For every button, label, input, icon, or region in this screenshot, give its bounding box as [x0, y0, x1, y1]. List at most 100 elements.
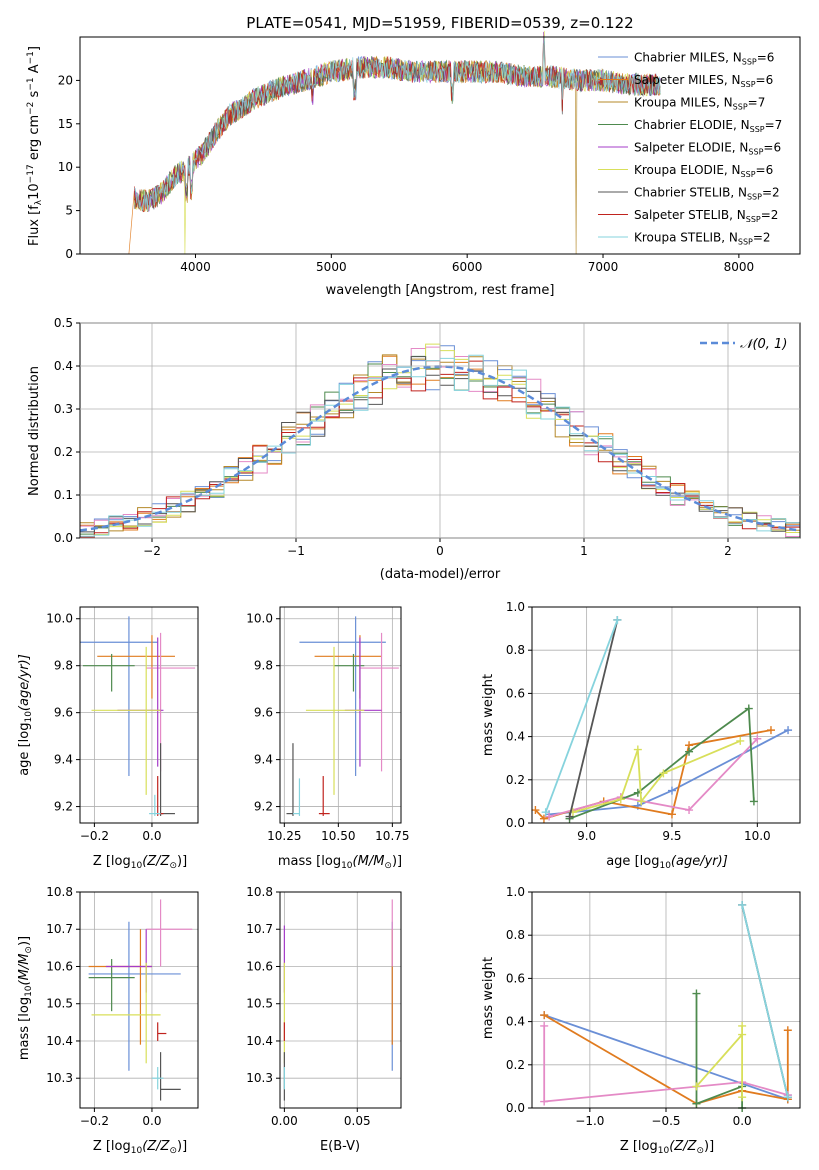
ageZ-frame — [79, 606, 199, 824]
massZ-ytick-label: 10.5 — [46, 997, 73, 1011]
spectrum-ytick-label: 20 — [58, 73, 73, 87]
weightAge-xlabel: age [log10(age/yr)] — [606, 854, 728, 871]
ageMass-xtick-label: 10.50 — [321, 829, 355, 843]
massZ-ytick-label: 10.6 — [46, 959, 73, 973]
panel-mass-vs-ebv: 0.00 0.05 10.3 10.4 10.5 10.6 10.7 10.8 — [246, 885, 402, 1128]
massEBV-ytick-label: 10.4 — [246, 1034, 273, 1048]
spectrum-legend-label-7: Salpeter STELIB, NSSP=2 — [634, 208, 778, 224]
massEBV-ytick-label: 10.5 — [246, 997, 273, 1011]
weightAge-marker — [539, 814, 548, 823]
weightAge-line-2 — [548, 738, 758, 818]
spectrum-legend-label-3: Chabrier ELODIE, NSSP=7 — [634, 118, 782, 134]
panel-weight-vs-age: 9.0 9.5 10.0 0.0 0.2 0.4 0.6 0.8 1.0 — [506, 600, 801, 843]
ageMass-ytick-label: 9.8 — [254, 659, 273, 673]
ageZ-xlabel: Z [log10(Z/Z⊙)] — [93, 854, 187, 871]
legend-name: Kroupa STELIB, N — [634, 231, 738, 245]
weightZ-marker — [692, 1082, 701, 1091]
weightAge-marker — [667, 786, 676, 795]
legend-name: Salpeter STELIB, N — [634, 208, 746, 222]
legend-sub: SSP — [738, 238, 753, 247]
ageMass-ytick-label: 9.4 — [254, 753, 273, 767]
panel-weight-vs-Z: −1.0 −0.5 0.0 0.0 0.2 0.4 0.6 0.8 1.0 — [506, 885, 801, 1128]
weightAge-marker — [736, 736, 745, 745]
weightAge-marker — [541, 808, 550, 817]
residuals-xtick-label: 0 — [436, 544, 444, 558]
weightAge-marker — [667, 810, 676, 819]
legend-n: =6 — [763, 141, 781, 155]
spectrum-xlabel: wavelength [Angstrom, rest frame] — [326, 283, 555, 298]
ageMass-xtick-label: 10.75 — [375, 829, 409, 843]
ageMass-ytick-label: 9.6 — [254, 706, 273, 720]
spectrum-ylabel: Flux [fλ10−17 erg cm−2 s−1 A−1] — [26, 46, 44, 246]
spectrum-line-8 — [134, 36, 661, 212]
weightZ-ytick-label: 0.2 — [506, 1058, 525, 1072]
panel-residuals: −2 −1 0 1 2 0.0 0.1 0.2 0.3 0.4 0.5 (data-model)/e… — [27, 316, 801, 582]
weightZ-xtick-label: 0.0 — [733, 1114, 752, 1128]
massZ-xtick-label: 0.0 — [142, 1114, 161, 1128]
legend-name: Chabrier MILES, N — [634, 51, 742, 65]
spectrum-legend-label-1: Salpeter MILES, NSSP=6 — [634, 73, 773, 89]
spectrum-xtick-label: 8000 — [724, 260, 755, 274]
weightAge-marker — [613, 615, 622, 624]
weightZ-line-3 — [695, 993, 743, 1108]
legend-n: =7 — [765, 118, 783, 132]
weightAge-marker — [749, 797, 758, 806]
panel-mass-vs-Z: −0.2 0.0 10.3 10.4 10.5 10.6 10.7 10.8 — [46, 885, 199, 1128]
spectrum-ytick-label: 10 — [58, 160, 73, 174]
weightZ-marker — [540, 1011, 549, 1020]
legend-name: Salpeter ELODIE, N — [634, 141, 748, 155]
spectrum-xtick-label: 5000 — [316, 260, 347, 274]
weightZ-marker — [783, 1093, 792, 1102]
weightAge-xtick-label: 10.0 — [744, 829, 771, 843]
panel-age-vs-Z: −0.2 0.0 9.2 9.4 9.6 9.8 10.0 — [46, 606, 199, 843]
legend-n: =2 — [762, 186, 780, 200]
weightAge-marker — [565, 812, 574, 821]
spectrum-xtick-label: 4000 — [180, 260, 211, 274]
legend-sub: SSP — [742, 58, 757, 67]
spectrum-legend-label-0: Chabrier MILES, NSSP=6 — [634, 51, 774, 67]
spectrum-legend-label-5: Kroupa ELODIE, NSSP=6 — [634, 163, 773, 179]
massEBV-ytick-label: 10.6 — [246, 959, 273, 973]
weightAge-line-6 — [544, 619, 619, 813]
spectrum-title: PLATE=0541, MJD=51959, FIBERID=0539, z=0… — [246, 14, 633, 32]
massZ-ytick-label: 10.4 — [46, 1034, 73, 1048]
spectrum-legend-label-4: Salpeter ELODIE, NSSP=6 — [634, 141, 781, 157]
ageZ-ytick-label: 9.6 — [54, 706, 73, 720]
ageZ-ytick-label: 9.8 — [54, 659, 73, 673]
residuals-xlabel: (data-model)/error — [380, 567, 501, 582]
panel-spectrum: PLATE=0541, MJD=51959, FIBERID=0539, z=0… — [26, 14, 801, 298]
ageMass-ytick-label: 10.0 — [246, 612, 273, 626]
ageMass-ytick-label: 9.2 — [254, 800, 273, 814]
panel-age-vs-mass: 10.25 10.50 10.75 9.2 9.4 9.6 9.8 10.0 — [246, 606, 410, 843]
residuals-ytick-label: 0.0 — [54, 531, 73, 545]
weightZ-ytick-label: 0.6 — [506, 971, 525, 985]
weightZ-marker — [692, 1099, 701, 1108]
legend-n: =6 — [756, 163, 774, 177]
ageZ-ylabel: age [log10(age/yr)] — [17, 654, 34, 776]
residuals-xtick-label: 1 — [580, 544, 588, 558]
weightAge-marker — [531, 806, 540, 815]
legend-n: =6 — [756, 73, 774, 87]
residuals-legend: 𝒩(0, 1) — [700, 337, 787, 352]
weightAge-xtick-label: 9.5 — [662, 829, 681, 843]
weightAge-ylabel: mass weight — [481, 674, 496, 756]
weightZ-ytick-label: 0.4 — [506, 1015, 525, 1029]
spectrum-frame — [79, 36, 801, 255]
legend-name: Kroupa ELODIE, N — [634, 163, 741, 177]
ageZ-ytick-label: 10.0 — [46, 612, 73, 626]
residuals-ytick-label: 0.1 — [54, 488, 73, 502]
spectrum-xtick-label: 6000 — [452, 260, 483, 274]
legend-n: =2 — [753, 231, 771, 245]
weightZ-marker — [783, 1026, 792, 1035]
weightAge-line-3 — [569, 706, 755, 820]
weightAge-ytick-label: 0.6 — [506, 686, 525, 700]
legend-sub: SSP — [741, 170, 756, 179]
massZ-ylabel: mass [log10(M/M⊙)] — [17, 936, 34, 1060]
weightAge-marker — [766, 726, 775, 735]
residuals-xtick-label: 2 — [724, 544, 732, 558]
weightZ-line-4 — [695, 1025, 743, 1098]
legend-sub: SSP — [747, 193, 762, 202]
residuals-ytick-label: 0.4 — [54, 359, 73, 373]
weightAge-marker — [685, 806, 694, 815]
